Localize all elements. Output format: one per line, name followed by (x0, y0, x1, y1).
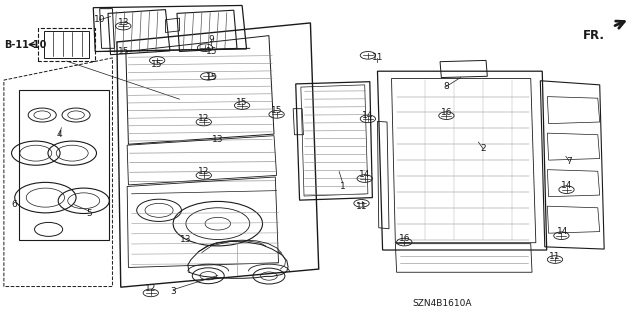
Text: 3: 3 (170, 287, 176, 296)
Text: 13: 13 (212, 135, 223, 144)
Text: 12: 12 (198, 167, 209, 176)
Text: 14: 14 (561, 181, 572, 190)
Text: 16: 16 (441, 108, 452, 117)
Text: 2: 2 (480, 144, 486, 153)
Text: B-11-10: B-11-10 (4, 40, 46, 49)
Text: 11: 11 (372, 53, 383, 62)
Text: FR.: FR. (583, 29, 605, 42)
Text: 15: 15 (205, 47, 217, 56)
Text: 12: 12 (145, 284, 156, 293)
Text: 15: 15 (271, 106, 282, 115)
Text: 1: 1 (339, 182, 345, 191)
Text: 13: 13 (180, 235, 191, 244)
Text: 14: 14 (359, 170, 371, 179)
Text: 5: 5 (86, 209, 92, 218)
Text: 15: 15 (205, 73, 217, 82)
Text: 14: 14 (362, 111, 374, 120)
Text: 11: 11 (356, 202, 367, 211)
Text: 12: 12 (198, 114, 209, 123)
Text: 10: 10 (94, 15, 106, 24)
Text: 9: 9 (209, 35, 214, 44)
Text: 13: 13 (118, 18, 129, 27)
Text: 14: 14 (557, 227, 568, 236)
Text: 15: 15 (236, 98, 248, 107)
Text: 11: 11 (549, 252, 561, 261)
Text: SZN4B1610A: SZN4B1610A (413, 299, 472, 308)
Text: 16: 16 (399, 234, 410, 243)
Text: 7: 7 (566, 157, 572, 166)
Text: 4: 4 (56, 130, 62, 139)
Text: 6: 6 (12, 200, 18, 209)
Text: 8: 8 (444, 82, 449, 91)
Text: 15: 15 (118, 47, 129, 56)
Text: 15: 15 (152, 60, 163, 69)
